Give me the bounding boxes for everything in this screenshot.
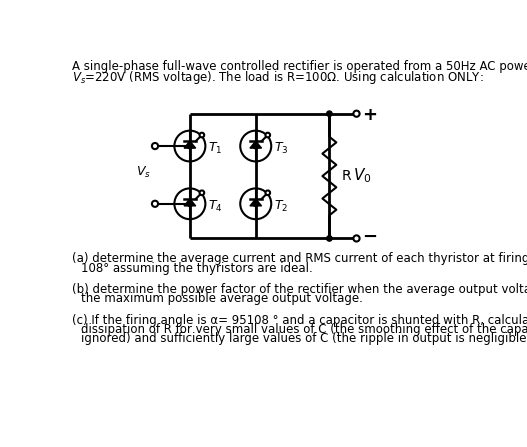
Text: +: + [362,106,377,124]
Circle shape [354,110,359,117]
Text: 108° assuming the thyristors are ideal.: 108° assuming the thyristors are ideal. [81,261,313,274]
Text: ignored) and sufficiently large values of C (the ripple in output is negligible): ignored) and sufficiently large values o… [81,333,527,346]
Polygon shape [184,199,196,206]
Text: $V_0$: $V_0$ [353,167,371,186]
Polygon shape [184,141,196,148]
Text: $V_s$: $V_s$ [136,165,151,180]
Text: $T_4$: $T_4$ [209,198,223,214]
Text: $T_1$: $T_1$ [209,141,223,156]
Circle shape [354,236,359,241]
Polygon shape [250,141,261,148]
Polygon shape [250,199,261,206]
Text: (c) If the firing angle is α= 95108 ° and a capacitor is shunted with R, calcula: (c) If the firing angle is α= 95108 ° an… [72,314,527,327]
Circle shape [327,111,332,116]
Text: $T_2$: $T_2$ [275,198,289,214]
Circle shape [200,190,204,195]
Text: the maximum possible average output voltage.: the maximum possible average output volt… [81,292,363,305]
Circle shape [152,143,158,149]
Circle shape [187,143,192,149]
Circle shape [253,201,258,207]
Text: R: R [342,169,352,183]
Text: (b) determine the power factor of the rectifier when the average output voltage : (b) determine the power factor of the re… [72,283,527,296]
Text: $T_3$: $T_3$ [275,141,289,156]
Text: A single-phase full-wave controlled rectifier is operated from a 50Hz AC power s: A single-phase full-wave controlled rect… [72,60,527,73]
Circle shape [200,133,204,137]
Text: (a) determine the average current and RMS current of each thyristor at firing an: (a) determine the average current and RM… [72,252,527,266]
Text: $V_s$=220V (RMS voltage). The load is R=100Ω. Using calculation ONLY:: $V_s$=220V (RMS voltage). The load is R=… [72,69,484,86]
Text: dissipation of R for very small values of C (the smoothing effect of the capacit: dissipation of R for very small values o… [81,323,527,336]
Circle shape [266,190,270,195]
Circle shape [152,201,158,207]
Circle shape [187,201,192,207]
Circle shape [266,133,270,137]
Circle shape [327,236,332,241]
Text: −: − [362,228,377,246]
Circle shape [253,143,258,149]
